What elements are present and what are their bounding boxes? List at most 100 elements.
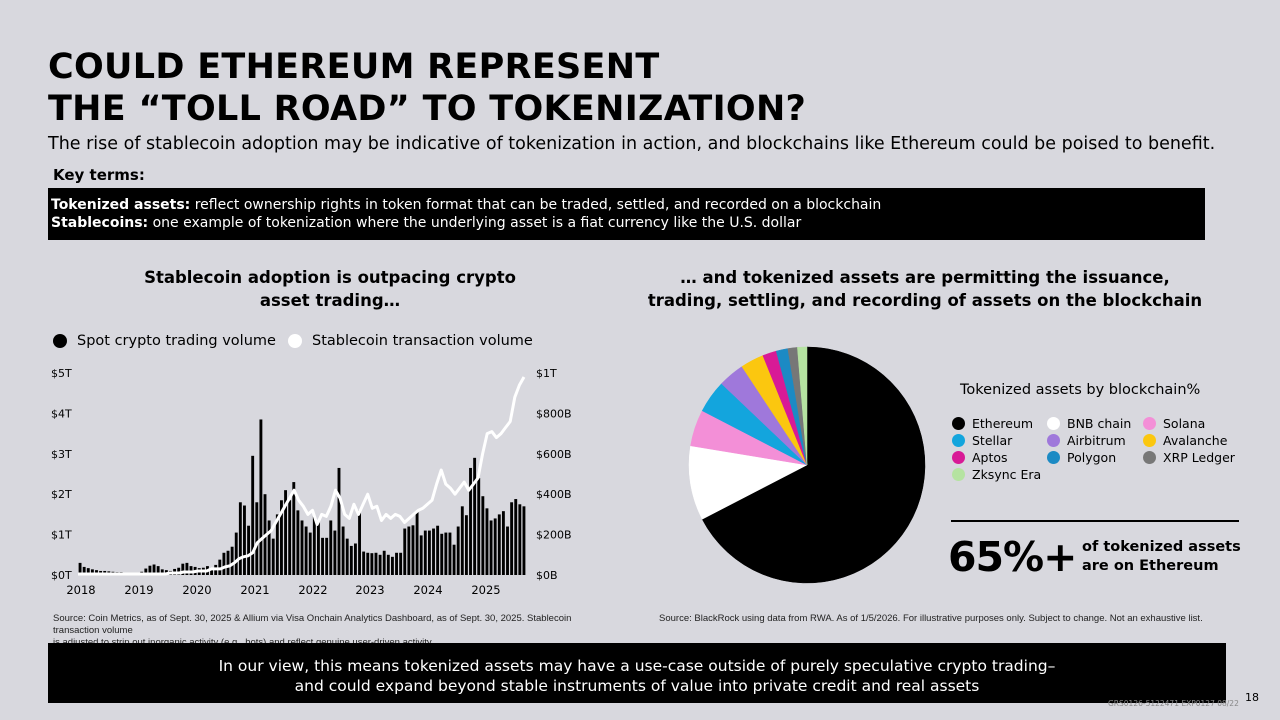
spot-volume-bar — [160, 569, 164, 575]
stat-description-line-1: of tokenized assets — [1082, 539, 1241, 555]
spot-volume-bar — [329, 520, 333, 575]
term-name: Tokenized assets: — [51, 197, 191, 213]
pie-legend-label: XRP Ledger — [1163, 450, 1235, 465]
footer-code: GRS0126-5122471 EXP0127 08/22 — [1108, 699, 1239, 708]
pie-legend-item: XRP Ledger — [1143, 450, 1235, 465]
pie-legend-label: Aptos — [972, 450, 1008, 465]
spot-volume-bar — [477, 478, 481, 575]
left-axis-tick-label: $3T — [51, 448, 72, 461]
spot-volume-bar — [415, 511, 419, 575]
spot-volume-bar — [218, 559, 222, 575]
legend-dot — [1143, 451, 1156, 464]
spot-volume-bar — [518, 504, 522, 575]
spot-volume-bar — [144, 568, 148, 575]
legend-label: Spot crypto trading volume — [77, 333, 276, 349]
x-axis-tick-label: 2024 — [413, 583, 442, 597]
spot-volume-bar — [247, 525, 251, 575]
source-line-1: Source: Coin Metrics, as of Sept. 30, 20… — [53, 613, 572, 636]
stablecoin-volume-line — [78, 376, 526, 576]
spot-volume-bar — [366, 552, 370, 575]
spot-volume-bar — [370, 553, 374, 575]
left-axis-tick-label: $0T — [51, 569, 72, 582]
x-axis-tick-label: 2025 — [471, 583, 500, 597]
stat-description-line-2: are on Ethereum — [1082, 558, 1219, 574]
spot-volume-bar — [481, 496, 485, 575]
spot-volume-bar — [284, 490, 287, 575]
pie-legend-item: BNB chain — [1047, 416, 1131, 431]
spot-volume-bar — [510, 502, 514, 575]
spot-volume-bar — [267, 520, 271, 575]
spot-volume-bar — [238, 502, 242, 575]
right-axis-tick-label: $400B — [536, 488, 572, 501]
spot-volume-bar — [374, 552, 378, 575]
spot-volume-bar — [152, 564, 156, 575]
spot-volume-bar — [407, 526, 411, 575]
spot-volume-bar — [230, 546, 234, 575]
x-axis-tick-label: 2018 — [66, 583, 95, 597]
pie-legend-item: Solana — [1143, 416, 1205, 431]
legend-dot — [952, 434, 965, 447]
spot-volume-bar — [427, 530, 431, 575]
pie-legend-label: Polygon — [1067, 450, 1117, 465]
pie-legend-title: Tokenized assets by blockchain% — [960, 382, 1201, 398]
pie-legend-label: Ethereum — [972, 416, 1034, 431]
legend-dot — [1047, 434, 1060, 447]
spot-volume-bar — [403, 528, 407, 575]
legend-spot-volume: Spot crypto trading volume — [53, 333, 276, 349]
pie-legend-item: Avalanche — [1143, 433, 1227, 448]
spot-volume-bar — [210, 567, 214, 575]
spot-volume-bar — [444, 532, 448, 575]
spot-volume-bar — [296, 510, 300, 575]
right-axis-tick-label: $200B — [536, 529, 572, 542]
left-axis-tick-label: $5T — [51, 367, 72, 380]
stat-description: of tokenized assets are on Ethereum — [1082, 538, 1241, 576]
left-axis-tick-label: $1T — [51, 529, 72, 542]
legend-dot — [1143, 434, 1156, 447]
spot-volume-bar — [493, 518, 497, 575]
left-chart-title-line-1: Stablecoin adoption is outpacing crypto — [144, 268, 516, 287]
x-axis-tick-label: 2022 — [298, 583, 327, 597]
spot-volume-bar — [300, 520, 304, 575]
legend-dot — [952, 417, 965, 430]
legend-dot-white — [288, 334, 302, 348]
spot-volume-bar — [349, 545, 353, 575]
spot-volume-bar — [82, 566, 86, 575]
left-chart-title: Stablecoin adoption is outpacing crypto … — [100, 266, 560, 312]
spot-volume-bar — [275, 514, 279, 575]
spot-volume-bar — [337, 467, 341, 575]
pie-slice-bnb-chain — [688, 445, 808, 520]
page-title: COULD ETHEREUM REPRESENT THE “TOLL ROAD”… — [48, 46, 948, 130]
spot-volume-bar — [288, 500, 292, 575]
conclusion-line-1: In our view, this means tokenized assets… — [218, 657, 1056, 675]
spot-volume-bar — [321, 537, 324, 575]
x-axis-tick-label: 2020 — [182, 583, 211, 597]
spot-volume-bar — [243, 505, 246, 575]
right-chart-title-line-2: trading, settling, and recording of asse… — [647, 291, 1203, 310]
pie-legend-item: Polygon — [1047, 450, 1116, 465]
pie-slice-zksync-era — [797, 346, 808, 466]
right-axis-tick-label: $600B — [536, 448, 572, 461]
spot-volume-bar — [280, 500, 283, 575]
left-axis-tick-label: $2T — [51, 488, 72, 501]
spot-volume-bar — [86, 568, 90, 575]
divider — [951, 520, 1239, 522]
legend-dot-black — [53, 334, 67, 348]
pie-legend-item: Airbitrum — [1047, 433, 1126, 448]
source-line-2: is adjusted to strip out inorganic activ… — [53, 637, 613, 649]
spot-volume-bar — [251, 455, 255, 575]
spot-volume-bar — [185, 562, 189, 575]
spot-volume-bar — [308, 532, 312, 575]
spot-volume-bar — [456, 526, 460, 575]
left-chart-title-line-2: asset trading… — [259, 291, 401, 310]
x-axis-tick-label: 2023 — [355, 583, 384, 597]
spot-volume-bar — [448, 532, 452, 575]
pie-legend-item: Aptos — [952, 450, 1008, 465]
spot-volume-bar — [464, 515, 468, 575]
spot-volume-bar — [156, 566, 160, 575]
right-chart-title-line-1: … and tokenized assets are permitting th… — [680, 268, 1170, 287]
ethereum-share-stat: 65%+ — [948, 533, 1077, 581]
legend-dot — [1047, 417, 1060, 430]
spot-volume-bar — [304, 526, 308, 575]
legend-dot — [952, 468, 965, 481]
